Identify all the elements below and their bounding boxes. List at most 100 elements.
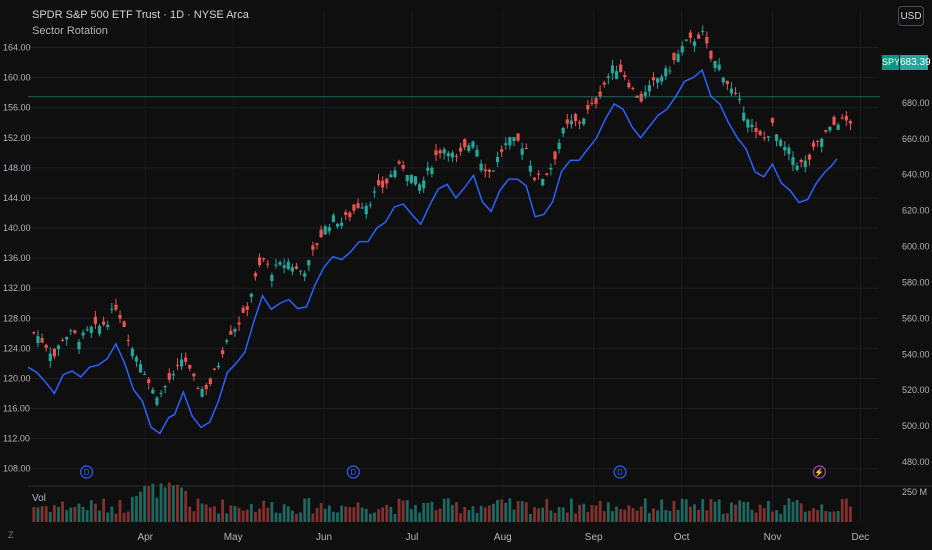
volume-bar xyxy=(738,500,742,522)
volume-bar xyxy=(734,504,737,522)
volume-bar xyxy=(130,496,134,522)
right-tick-label: 540.00 xyxy=(902,349,930,359)
candle xyxy=(233,329,237,332)
volume-bar xyxy=(344,506,348,522)
candle xyxy=(459,147,463,152)
candle xyxy=(356,203,360,208)
candle xyxy=(602,82,606,85)
volume-bar xyxy=(426,502,430,522)
candle xyxy=(249,293,253,297)
candle xyxy=(229,330,233,335)
volume-bar xyxy=(713,501,717,522)
candle xyxy=(840,117,844,119)
candle xyxy=(520,148,524,155)
volume-bar xyxy=(409,509,413,522)
candle xyxy=(216,365,221,368)
volume-bar xyxy=(307,498,311,522)
volume-bar xyxy=(487,505,491,522)
candle xyxy=(360,207,364,209)
volume-bar xyxy=(323,508,327,522)
candle xyxy=(147,379,151,384)
candle xyxy=(573,114,578,122)
candle xyxy=(422,180,426,189)
candle xyxy=(766,136,770,138)
candle xyxy=(179,359,184,367)
candle xyxy=(200,388,204,397)
volume-bar xyxy=(812,508,815,522)
candle xyxy=(409,174,413,183)
volume-bar xyxy=(643,498,647,522)
candle xyxy=(717,64,721,70)
volume-bar xyxy=(705,510,709,522)
candle xyxy=(680,46,684,53)
candle xyxy=(413,176,418,185)
volume-axis-label: 250 M xyxy=(902,487,927,497)
dividend-marker xyxy=(80,465,94,479)
currency-button[interactable]: USD xyxy=(898,6,924,26)
candle xyxy=(738,98,742,100)
volume-bar xyxy=(446,498,450,522)
candle xyxy=(450,152,455,158)
candle xyxy=(495,157,500,163)
sector-rotation-line xyxy=(27,68,838,435)
candle xyxy=(93,316,98,324)
volume-bar xyxy=(311,513,315,522)
candle xyxy=(434,150,438,155)
candle xyxy=(643,92,647,96)
volume-bar xyxy=(656,510,659,522)
volume-bar xyxy=(32,506,36,522)
left-tick-label: 128.00 xyxy=(3,313,31,323)
volume-bar xyxy=(808,510,811,522)
candle xyxy=(352,204,356,211)
volume-bar xyxy=(496,500,499,522)
candle xyxy=(795,165,799,170)
candle xyxy=(651,77,656,81)
volume-bar xyxy=(122,512,126,522)
volume-bar xyxy=(381,507,385,522)
candle xyxy=(770,117,775,123)
candle xyxy=(516,133,520,141)
volume-bar xyxy=(451,505,454,522)
candle xyxy=(610,65,615,74)
volume-bar xyxy=(615,506,618,522)
candle xyxy=(545,173,549,175)
volume-bar xyxy=(459,513,463,522)
candle xyxy=(155,397,159,405)
volume-bar xyxy=(442,498,446,522)
volume-bar xyxy=(684,499,688,522)
candle xyxy=(221,350,225,355)
volume-bar xyxy=(102,498,106,522)
candle xyxy=(307,260,311,266)
volume-bar xyxy=(126,511,130,522)
candle xyxy=(323,226,327,235)
candle xyxy=(811,142,816,147)
volume-bar xyxy=(528,513,532,522)
candle xyxy=(257,257,262,266)
volume-bar xyxy=(578,504,582,522)
candle xyxy=(807,154,812,160)
volume-bar xyxy=(639,506,643,522)
split-marker xyxy=(812,465,826,479)
candle xyxy=(192,373,196,377)
candle xyxy=(783,146,787,151)
candle xyxy=(319,229,323,238)
volume-bar xyxy=(352,507,356,522)
volume-bar xyxy=(557,507,561,522)
volume-bar xyxy=(414,504,417,522)
right-tick-label: 680.00 xyxy=(902,98,930,108)
volume-bar xyxy=(315,508,319,522)
candle xyxy=(204,385,208,389)
volume-bar xyxy=(110,506,114,522)
volume-bar xyxy=(783,505,787,522)
zoom-reset-icon[interactable]: Z xyxy=(8,530,14,540)
candle xyxy=(692,41,697,46)
candle xyxy=(787,147,791,155)
volume-bar xyxy=(635,510,639,522)
volume-bar xyxy=(171,485,175,522)
indicator-label[interactable]: Sector Rotation xyxy=(32,25,108,37)
left-tick-label: 144.00 xyxy=(3,193,31,203)
volume-bar xyxy=(758,504,762,522)
left-tick-label: 148.00 xyxy=(3,163,31,173)
volume-bar xyxy=(52,505,56,522)
